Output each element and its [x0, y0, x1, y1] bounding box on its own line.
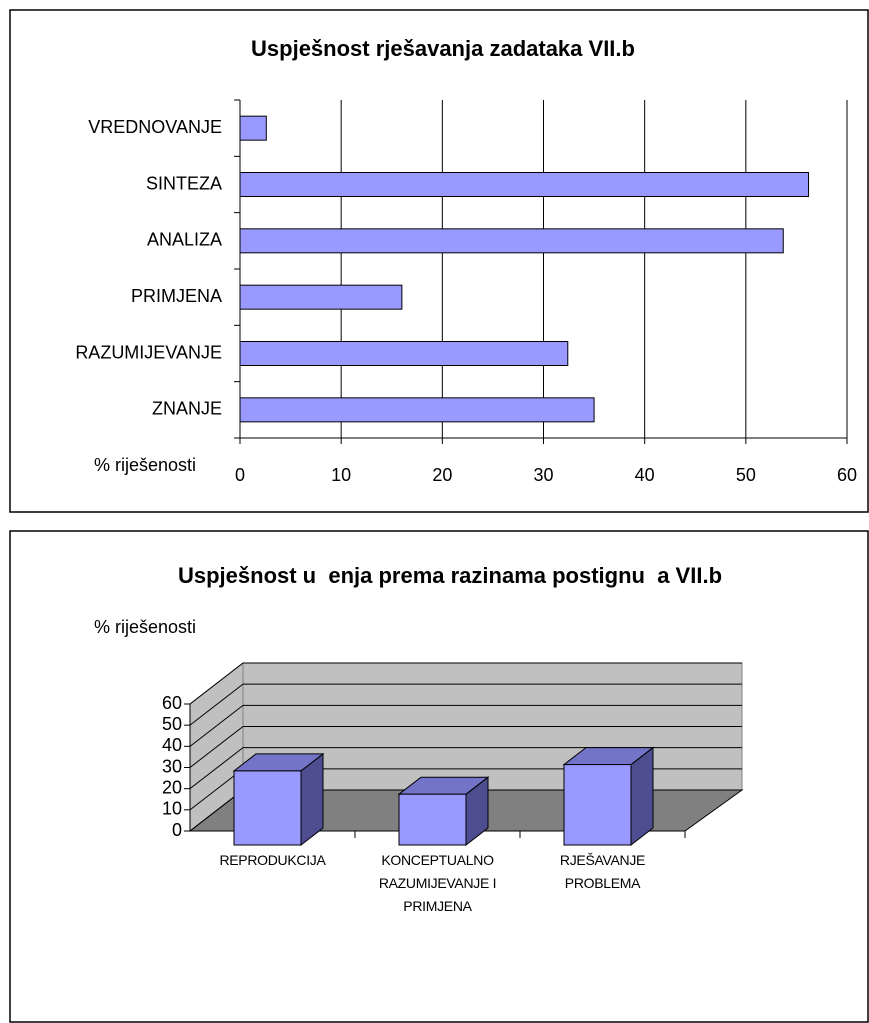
y-tick-label: 60 — [162, 693, 182, 713]
grid-line — [189, 726, 244, 768]
bar — [239, 341, 569, 366]
grid-line — [189, 704, 244, 747]
y-tick-label: SINTEZA — [146, 173, 222, 193]
y-tick-label: 40 — [162, 735, 182, 755]
x-tick-label: 50 — [736, 465, 756, 485]
grid-line — [189, 683, 244, 726]
x-tick-label: KONCEPTUALNO RAZUMIJEVANJE I PRIMJENA — [378, 852, 497, 914]
x-tick-label: REPRODUKCIJA — [219, 852, 326, 868]
bar — [398, 793, 467, 846]
x-tick-label: 0 — [235, 465, 245, 485]
grid-line — [189, 662, 244, 705]
y-tick-label: 20 — [162, 777, 182, 797]
y-tick-label: 0 — [172, 820, 182, 840]
y-tick-label: 30 — [162, 756, 182, 776]
bar — [239, 228, 784, 254]
chart-title: Uspješnost u enja prema razinama postign… — [177, 563, 723, 588]
y-tick-label: 50 — [162, 714, 182, 734]
chart-title: Uspješnost rješavanja zadataka VII.b — [251, 36, 635, 61]
bar — [239, 172, 810, 197]
y-tick-label: ZNANJE — [152, 399, 222, 419]
axis-label: % riješenosti — [94, 617, 196, 637]
x-tick-label: RJEŠAVANJE PROBLEMA — [559, 852, 646, 891]
bar — [233, 770, 302, 846]
y-tick-label: PRIMJENA — [131, 286, 222, 306]
x-tick-label: 40 — [635, 465, 655, 485]
bar — [239, 115, 267, 141]
x-tick-label: 20 — [432, 465, 452, 485]
bar — [239, 397, 595, 423]
y-tick-label: 10 — [162, 799, 182, 819]
x-tick-label: 30 — [533, 465, 553, 485]
chart-frame — [9, 9, 869, 513]
y-tick-label: VREDNOVANJE — [88, 117, 222, 137]
axis-label: % riješenosti — [94, 455, 196, 475]
y-tick-label: ANALIZA — [147, 230, 222, 250]
bar — [563, 764, 632, 846]
grid-line — [189, 747, 244, 790]
y-tick-label: RAZUMIJEVANJE — [75, 342, 222, 362]
x-tick-label: 60 — [837, 465, 857, 485]
bar — [239, 284, 403, 310]
x-tick-label: 10 — [331, 465, 351, 485]
